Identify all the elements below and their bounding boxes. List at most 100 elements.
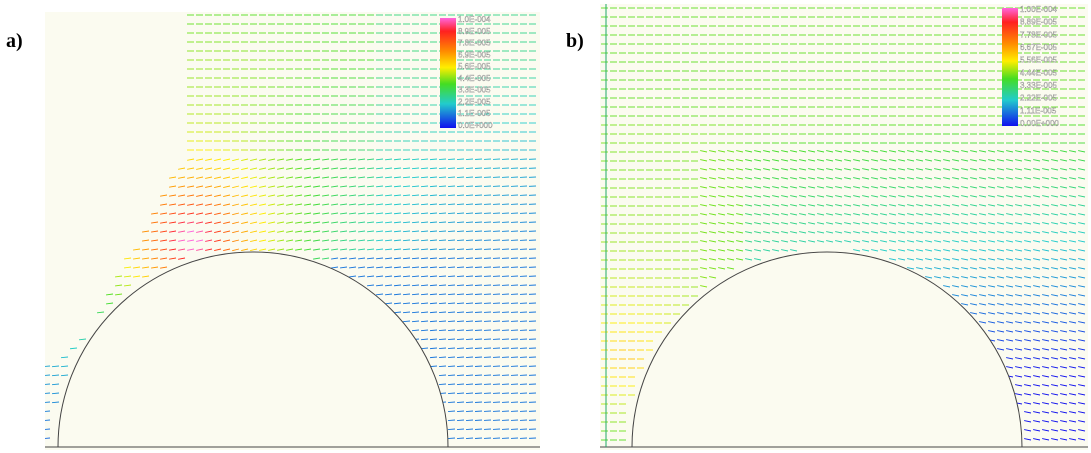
vector (844, 186, 852, 189)
vector (1042, 168, 1050, 171)
vector (1060, 249, 1068, 252)
vector (700, 177, 708, 180)
vector (331, 158, 339, 161)
vector (889, 249, 897, 252)
vector (375, 167, 384, 170)
vector (979, 150, 987, 153)
vector (799, 231, 807, 234)
vector (340, 167, 348, 170)
vector (295, 221, 303, 224)
vector (420, 266, 429, 269)
vector (429, 275, 438, 278)
vector (160, 221, 168, 224)
vector (411, 311, 420, 314)
vector (709, 222, 717, 225)
vector (826, 240, 834, 243)
vector (961, 258, 969, 261)
vector (277, 221, 285, 224)
vector (411, 275, 420, 278)
vector (1024, 258, 1032, 261)
vector (277, 158, 285, 161)
vector (1078, 339, 1086, 342)
vector (988, 303, 996, 306)
vector (268, 158, 276, 161)
vector (844, 204, 852, 207)
vector (970, 186, 978, 189)
vector (393, 203, 402, 206)
vector (124, 284, 132, 287)
vector (718, 258, 726, 261)
vector (393, 284, 402, 287)
vector (736, 222, 744, 225)
vector (1069, 339, 1077, 342)
vector (151, 212, 159, 215)
vector (402, 248, 411, 251)
vector (465, 320, 474, 322)
vector (943, 186, 951, 189)
vector (232, 203, 240, 207)
vector (736, 240, 744, 243)
vector (1060, 276, 1068, 279)
vector (45, 383, 51, 385)
vector (438, 158, 447, 161)
vector (366, 203, 375, 206)
vector (331, 203, 339, 206)
vector (970, 303, 978, 306)
vector (709, 240, 717, 243)
vector (438, 203, 447, 206)
vector (988, 204, 996, 207)
vector (384, 194, 393, 197)
vector (988, 294, 996, 297)
vector (889, 195, 897, 198)
vector (871, 159, 879, 162)
vector (934, 159, 942, 162)
vector (474, 185, 483, 187)
vector (880, 159, 888, 162)
vector (393, 311, 402, 314)
vector (447, 329, 456, 332)
vector (241, 158, 249, 162)
vector (1006, 177, 1014, 180)
vector (799, 186, 807, 189)
vector (447, 347, 456, 350)
vector (438, 338, 447, 341)
vector (420, 221, 429, 224)
vector (438, 320, 447, 323)
vector (1078, 348, 1086, 351)
vector (456, 401, 465, 403)
vector (700, 168, 708, 171)
vector (1024, 186, 1032, 189)
vector (447, 158, 456, 161)
vector (916, 258, 924, 261)
vector (358, 212, 366, 215)
vector (1033, 411, 1041, 414)
vector (871, 231, 879, 234)
vector (232, 248, 240, 252)
vector (844, 240, 852, 243)
vector (259, 167, 267, 170)
vector (393, 185, 402, 188)
vector (916, 177, 924, 180)
vector (1024, 393, 1032, 396)
colorbar-label: 2.22E-005 (1020, 94, 1057, 103)
vector (988, 159, 996, 162)
vector (447, 302, 456, 305)
vector (745, 222, 753, 225)
vector (366, 167, 375, 170)
vector (997, 168, 1005, 171)
vector (438, 365, 447, 368)
vector (340, 230, 348, 233)
vector (1033, 258, 1041, 261)
vector (853, 195, 861, 198)
vector (295, 239, 303, 242)
vector (754, 159, 762, 162)
vector (268, 185, 276, 188)
vector (799, 177, 807, 180)
vector (772, 195, 780, 198)
vector (456, 230, 465, 232)
vector (862, 249, 870, 252)
vector (1006, 285, 1014, 288)
vector (772, 213, 780, 216)
vector (447, 320, 456, 323)
vector (1033, 195, 1041, 198)
